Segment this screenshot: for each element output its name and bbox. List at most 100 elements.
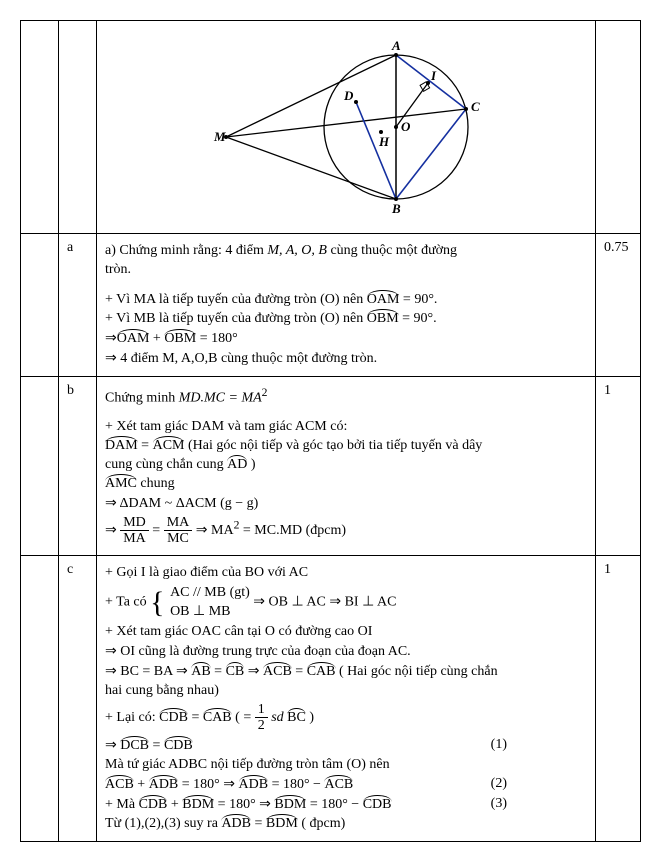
c-l5-m3: = <box>292 664 307 679</box>
arc-dam: DAM <box>105 438 138 454</box>
b-sim: ⇒ ΔDAM ~ ΔACM (g − g) <box>105 495 587 512</box>
row-c-score: 1 <box>596 556 641 841</box>
row-a-label: a <box>59 234 97 377</box>
arc-obm-1: OBM <box>367 311 399 327</box>
arc-acb-1: ACB <box>263 664 292 680</box>
b-l1: + Xét tam giác DAM và tam giác ACM có: <box>105 419 587 435</box>
c-tag2: (2) <box>491 776 507 792</box>
diagram-cell: MABCODHI <box>97 21 596 234</box>
c-l5-m2: ⇒ <box>244 664 263 679</box>
arc-adb-1: ADB <box>149 777 179 793</box>
svg-text:I: I <box>430 68 437 83</box>
half-n: 1 <box>255 702 268 718</box>
b-l2c: ) <box>247 457 255 472</box>
a-eq90-1: = 90°. <box>399 292 437 307</box>
arc-acb-2: ACB <box>105 777 134 793</box>
b-res-pre: ⇒ MA <box>196 523 234 538</box>
c-l5-m1: = <box>211 664 226 679</box>
svg-text:B: B <box>391 201 401 216</box>
svg-text:A: A <box>391 38 401 53</box>
c-l6-mid: = <box>188 710 203 725</box>
a-sum-mid: + <box>149 331 164 346</box>
row-c: c + Gọi I là giao điểm của BO với AC + T… <box>21 556 641 841</box>
row-c-content: + Gọi I là giao điểm của BO với AC + Ta … <box>97 556 596 841</box>
arc-dcb: DCB <box>120 738 149 754</box>
c-l9-eq180-1: = 180° ⇒ <box>178 777 238 792</box>
c-l8: Mà tứ giác ADBC nội tiếp đường tròn tâm … <box>105 757 587 773</box>
c-l1: + Gọi I là giao điểm của BO với AC <box>105 565 587 581</box>
arc-obm-2: OBM <box>164 331 196 347</box>
c-l10-m1: + <box>167 797 182 812</box>
row-diagram: MABCODHI <box>21 21 641 234</box>
c-l9-m2: = 180° − <box>268 777 324 792</box>
half-d: 2 <box>255 718 268 733</box>
svg-text:M: M <box>213 129 226 144</box>
cell-blank-1 <box>21 21 59 234</box>
a-line2: tròn. <box>105 262 587 278</box>
c-l10-eq180: = 180° ⇒ <box>214 797 274 812</box>
arc-bdm-3: BDM <box>266 816 298 832</box>
b-title-eq: MD.MC = MA <box>179 391 262 406</box>
frac2-d: MC <box>164 531 193 546</box>
row-b-label: b <box>59 377 97 556</box>
b-chung: chung <box>137 476 175 491</box>
arc-cab-2: CAB <box>203 710 232 726</box>
b-title-pre: Chứng minh <box>105 391 179 406</box>
arc-adb-3: ADB <box>221 816 251 832</box>
arc-cdb-3: CDB <box>139 797 168 813</box>
a-pts: M, A, O, B <box>267 243 327 258</box>
c-l10-m2: = 180° − <box>306 797 362 812</box>
arc-ad: AD <box>227 457 247 473</box>
frac1-d: MA <box>120 531 149 546</box>
a-sum-eq: = 180° <box>196 331 238 346</box>
cell-blank-2 <box>59 21 97 234</box>
cell-blank-3 <box>596 21 641 234</box>
c-l11-pre: Từ (1),(2),(3) suy ra <box>105 816 221 831</box>
svg-text:H: H <box>378 134 390 149</box>
frac-md-ma: MDMA <box>120 515 149 547</box>
arc-cb: CB <box>226 664 245 680</box>
c-l5b: hai cung bằng nhau) <box>105 683 587 699</box>
row-c-col1 <box>21 556 59 841</box>
b-res-post: = MC.MD (đpcm) <box>239 523 346 538</box>
c-system: AC // MB (gt) OB ⊥ MB <box>170 584 250 620</box>
svg-text:O: O <box>401 119 411 134</box>
c-sd: sd <box>268 710 284 725</box>
b-eq-1: = <box>138 438 153 453</box>
c-l9-m1: + <box>134 777 149 792</box>
c-l4: ⇒ OI cũng là đường trung trực của đoạn c… <box>105 643 587 660</box>
arc-adb-2: ADB <box>239 777 269 793</box>
brace-icon: { <box>150 588 164 618</box>
solution-table: MABCODHI a a) Chứng minh rằng: 4 điểm M,… <box>20 20 641 842</box>
c-taco: + Ta có <box>105 595 150 610</box>
arc-cdb-4: CDB <box>363 797 392 813</box>
arc-bdm-2: BDM <box>274 797 306 813</box>
row-b-col1 <box>21 377 59 556</box>
svg-text:D: D <box>343 88 354 103</box>
arc-cab-1: CAB <box>307 664 336 680</box>
a-line1-pre: a) Chứng minh rằng: 4 điểm <box>105 243 267 258</box>
arc-acm: ACM <box>153 438 185 454</box>
arc-amc: AMC <box>105 476 137 492</box>
c-l5-pre: ⇒ BC = BA ⇒ <box>105 664 191 679</box>
a-mb-pre: + Vì MB là tiếp tuyến của đường tròn (O)… <box>105 311 367 326</box>
b-title-sup: 2 <box>262 386 268 399</box>
arc-bdm-1: BDM <box>182 797 214 813</box>
b-paren: (Hai góc nội tiếp và góc tạo bởi tia tiế… <box>184 438 482 453</box>
geometry-diagram: MABCODHI <box>186 27 506 227</box>
row-c-label: c <box>59 556 97 841</box>
row-b-score: 1 <box>596 377 641 556</box>
arc-oam-1: OAM <box>367 292 400 308</box>
c-l6-pre: + Lại có: <box>105 710 159 725</box>
c-l10-pre: + Mà <box>105 797 139 812</box>
c-sys2: OB ⊥ MB <box>170 603 250 621</box>
frac1-n: MD <box>120 515 149 531</box>
c-l6-parpost: ) <box>306 710 314 725</box>
arc-cdb-2: CDB <box>164 738 193 754</box>
c-l7-mid: = <box>149 738 164 753</box>
row-b-content: Chứng minh MD.MC = MA2 + Xét tam giác DA… <box>97 377 596 556</box>
c-l11-mid: = <box>251 816 266 831</box>
frac-half: 12 <box>255 702 268 734</box>
a-ma-pre: + Vì MA là tiếp tuyến của đường tròn (O)… <box>105 292 367 307</box>
a-eq90-2: = 90°. <box>399 311 437 326</box>
